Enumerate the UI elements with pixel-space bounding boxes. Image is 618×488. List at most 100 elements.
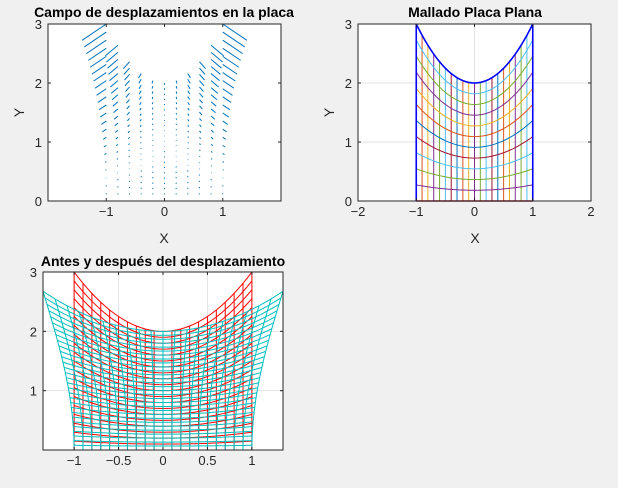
deformed-mesh-line [48, 310, 278, 344]
quiver-arrow [127, 124, 130, 128]
quiver-arrow [187, 119, 190, 122]
quiver-arrow [199, 155, 201, 158]
quiver-arrow [198, 187, 201, 189]
quiver-arrow [138, 84, 142, 89]
quiver-arrow [127, 118, 130, 122]
quiver-arrow [86, 39, 107, 55]
quiver-arrow [139, 107, 142, 111]
quiver-arrow [125, 92, 130, 98]
quiver-arrow [128, 187, 131, 189]
quiver-arrow [222, 64, 238, 75]
deformed-mesh-line [69, 392, 257, 404]
quiver-arrow [105, 193, 107, 195]
x-tick-label: −1 [99, 204, 114, 219]
quiver-arrow [107, 59, 119, 69]
quiver-arrow [222, 55, 240, 68]
quiver-arrow [151, 107, 154, 110]
quiver-arrow [102, 128, 107, 133]
quiver-arrow [187, 107, 190, 111]
deformed-mesh [43, 290, 283, 450]
quiver-arrow [175, 80, 178, 84]
quiver-arrow [128, 174, 131, 176]
deformed-mesh-line [71, 406, 255, 415]
quiver-arrow [187, 79, 191, 84]
quiver-arrow [140, 187, 142, 189]
quiver-arrow [222, 47, 241, 61]
quiver-arrow [210, 129, 215, 133]
y-tick-label: 3 [35, 17, 42, 32]
x-tick-label: 0 [159, 453, 166, 468]
x-tick-label: −1 [67, 453, 82, 468]
quiver-arrow [210, 143, 214, 147]
quiver-arrow [187, 193, 189, 195]
quiver-arrow [124, 74, 130, 81]
quiver-arrow [222, 144, 226, 148]
deformed-mesh-line [72, 421, 254, 427]
quiver-arrow [210, 94, 218, 101]
deformed-mesh-line [57, 339, 269, 364]
quiver-arrow [128, 193, 131, 195]
quiver-arrows [81, 24, 248, 195]
y-tick-label: 2 [30, 324, 37, 339]
quiver-arrow [210, 87, 219, 94]
quiver-arrow [222, 112, 229, 118]
quiver-arrow [187, 73, 191, 79]
quiver-arrow [163, 182, 166, 184]
quiver-arrow [222, 104, 231, 111]
quiver-arrow [187, 176, 189, 178]
x-tick-label: 1 [529, 204, 536, 219]
quiver-arrow [123, 67, 130, 75]
before-after-chart: −1 −0.5 0 0.5 1 1 2 3 Antes y después del despla… [30, 253, 285, 468]
quiver-arrow [139, 113, 142, 117]
deformed-mesh-line [74, 444, 252, 447]
quiver-arrow [126, 105, 130, 110]
mesh-line-horizontal [415, 88, 534, 127]
quiver-arrow [89, 55, 107, 68]
x-tick-label: 0.5 [198, 453, 216, 468]
x-tick-label: 0 [161, 204, 168, 219]
quiver-arrow [210, 59, 222, 69]
quiver-arrow [112, 101, 119, 107]
quiver-arrow [175, 193, 177, 195]
quiver-arrow [222, 96, 232, 103]
quiver-arrow [163, 172, 166, 174]
y-tick-label: 0 [345, 194, 352, 209]
quiver-arrow [210, 186, 212, 188]
mesh-line-horizontal [416, 152, 533, 170]
quiver-arrow [210, 136, 214, 140]
quiver-arrow [84, 31, 107, 48]
quiver-arrow [210, 80, 219, 88]
quiver-arrow [105, 169, 107, 171]
quiver-arrow [198, 180, 201, 182]
quiver-arrow [175, 96, 178, 100]
quiver-arrow [116, 165, 119, 167]
quiver-arrow [187, 124, 190, 127]
quiver-arrow [163, 166, 166, 169]
quiver-arrow [175, 187, 177, 190]
quiver-arrow [187, 142, 189, 144]
plate-outline [415, 23, 534, 201]
quiver-arrow [222, 72, 236, 82]
quiver-arrow [139, 119, 142, 122]
deformed-mesh-line [70, 402, 256, 411]
quiver-arrow [175, 182, 177, 184]
quiver-arrow [199, 105, 203, 110]
quiver-arrow [93, 72, 107, 82]
quiver-arrow [140, 142, 142, 144]
quiver-arrow [199, 118, 202, 122]
quiver-arrow [115, 143, 119, 147]
deformed-mesh-line [73, 440, 253, 443]
quiver-arrow [125, 99, 130, 104]
quiver-arrow [113, 108, 119, 114]
quiver-arrow [210, 193, 212, 195]
mesh-line-horizontal [415, 136, 534, 159]
quiver-arrow [187, 101, 190, 106]
y-tick-label: 3 [30, 265, 37, 280]
quiver-arrow [152, 177, 154, 179]
quiver-arrow [113, 115, 119, 120]
quiver-arrow [222, 161, 225, 163]
quiver-arrow [163, 188, 166, 190]
quiver-arrow [222, 136, 227, 140]
quiver-arrow [124, 80, 130, 87]
quiver-arrow [163, 156, 166, 158]
